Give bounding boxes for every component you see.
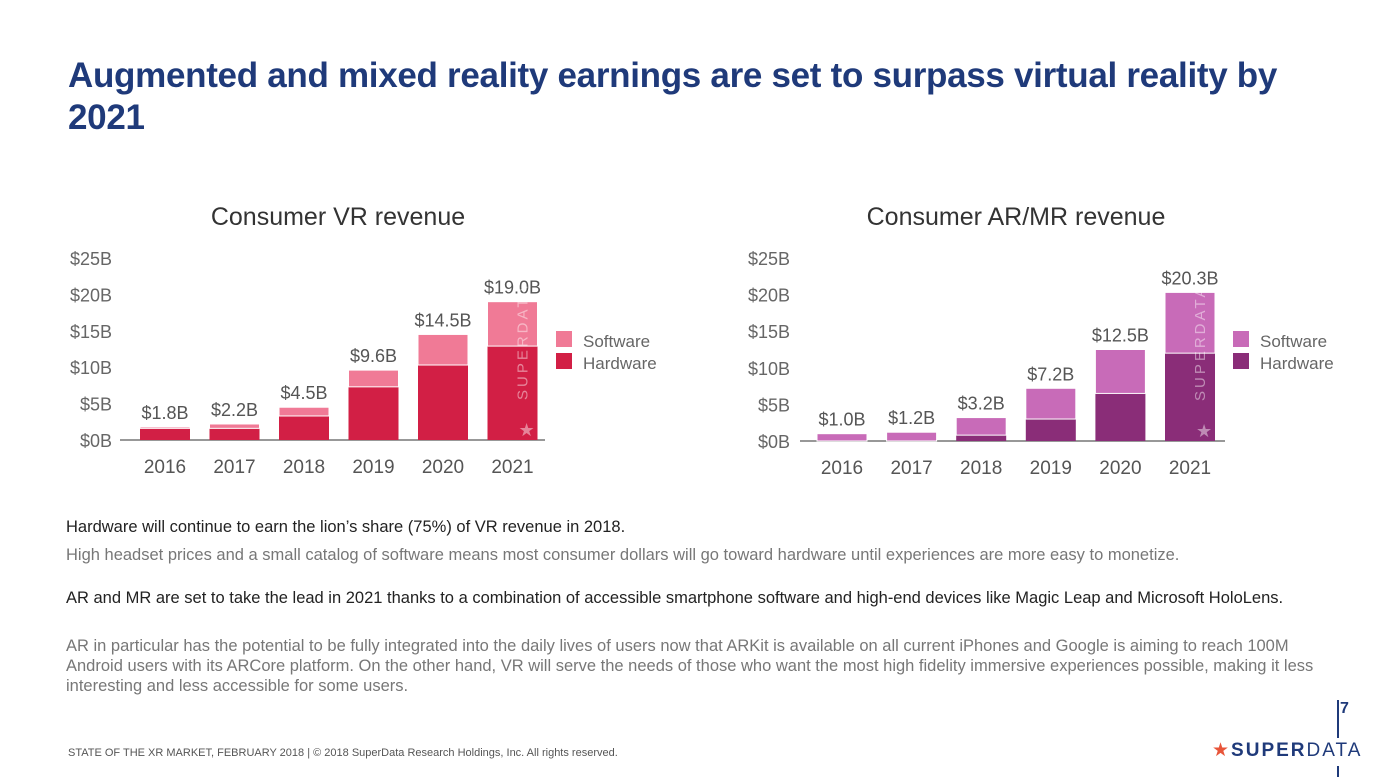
- bar-hardware: [209, 428, 260, 440]
- bar-software: [487, 301, 538, 347]
- legend-label: Software: [1260, 332, 1327, 351]
- bar-software: [1164, 291, 1216, 354]
- paragraph-2-body: AR in particular has the potential to be…: [66, 637, 1314, 695]
- page-divider-bottom: [1337, 766, 1339, 777]
- bar-software: [816, 433, 868, 442]
- data-label: $4.5B: [280, 383, 327, 403]
- bar-software: [417, 333, 469, 366]
- data-label: $9.6B: [350, 346, 397, 366]
- x-tick-label: 2021: [491, 457, 533, 478]
- bar-software: [209, 423, 260, 429]
- legend-label: Hardware: [583, 354, 657, 373]
- page-number: 7: [1340, 700, 1349, 717]
- chart-title: Consumer VR revenue: [211, 203, 465, 231]
- bar-software: [1094, 349, 1146, 394]
- x-tick-label: 2020: [1099, 458, 1141, 479]
- bar-software: [1025, 387, 1077, 420]
- y-tick-label: $5B: [758, 395, 790, 415]
- x-tick-label: 2016: [144, 457, 186, 478]
- legend-swatch-hardware: [556, 353, 572, 369]
- data-label: $19.0B: [484, 278, 541, 298]
- legend-label: Hardware: [1260, 354, 1334, 373]
- y-tick-label: $25B: [748, 249, 790, 269]
- y-tick-label: $15B: [70, 322, 112, 342]
- data-label: $1.0B: [818, 410, 865, 430]
- bar-software: [955, 417, 1007, 436]
- x-tick-label: 2018: [960, 458, 1002, 479]
- bar-software: [348, 369, 399, 388]
- x-tick-label: 2017: [213, 457, 255, 478]
- star-icon: ★: [1212, 740, 1232, 761]
- bar-hardware: [140, 428, 190, 440]
- data-label: $1.2B: [888, 408, 935, 428]
- legend-swatch-software: [1233, 331, 1249, 347]
- data-label: $7.2B: [1027, 364, 1074, 384]
- bar-hardware: [1165, 353, 1215, 441]
- x-tick-label: 2021: [1169, 458, 1211, 479]
- y-tick-label: $0B: [758, 432, 790, 452]
- data-label: $12.5B: [1092, 326, 1149, 346]
- footer: STATE OF THE XR MARKET, FEBRUARY 2018 | …: [68, 747, 618, 759]
- page-divider: [1337, 700, 1339, 738]
- watermark-star-icon: ★: [1196, 421, 1212, 441]
- paragraph-2-heading: AR and MR are set to take the lead in 20…: [66, 589, 1284, 607]
- y-tick-label: $15B: [748, 322, 790, 342]
- x-tick-label: 2020: [422, 457, 464, 478]
- charts: Consumer VR revenue $0B $5B $10B $15B $20B $25…: [70, 203, 1334, 479]
- bar-software: [278, 406, 330, 417]
- watermark: SUPERDATA: [515, 284, 532, 400]
- data-label: $2.2B: [211, 400, 258, 420]
- bar-hardware: [956, 435, 1007, 441]
- y-tick-label: $20B: [748, 286, 790, 306]
- bar-hardware: [487, 346, 538, 440]
- paragraph-1-heading: Hardware will continue to earn the lion’…: [66, 518, 626, 536]
- bar-software: [886, 431, 938, 442]
- data-label: $20.3B: [1161, 268, 1218, 288]
- watermark-star-icon: ★: [519, 420, 535, 440]
- bar-hardware: [1095, 393, 1146, 441]
- chart-title: Consumer AR/MR revenue: [867, 203, 1166, 231]
- superdata-logo: ★SUPERDATA: [1212, 740, 1363, 761]
- x-tick-label: 2018: [283, 457, 325, 478]
- paragraph-1-body: High headset prices and a small catalog …: [66, 546, 1180, 564]
- bar-software: [139, 426, 191, 429]
- x-tick-label: 2019: [1030, 458, 1072, 479]
- bar-hardware: [1025, 419, 1076, 441]
- y-tick-label: $5B: [80, 395, 112, 415]
- page-title: Augmented and mixed reality earnings are…: [68, 56, 1278, 137]
- y-tick-label: $20B: [70, 285, 112, 305]
- bar-hardware: [418, 365, 468, 440]
- bar-hardware: [279, 415, 329, 440]
- watermark: SUPERDATA: [1192, 285, 1209, 401]
- x-tick-label: 2016: [821, 458, 863, 479]
- data-label: $14.5B: [414, 310, 471, 330]
- data-label: $3.2B: [958, 394, 1005, 414]
- x-tick-label: 2017: [890, 458, 932, 479]
- y-tick-label: $0B: [80, 431, 112, 451]
- x-tick-label: 2019: [352, 457, 394, 478]
- legend-swatch-software: [556, 331, 572, 347]
- data-label: $1.8B: [141, 403, 188, 423]
- y-tick-label: $10B: [748, 359, 790, 379]
- legend-label: Software: [583, 332, 650, 351]
- y-tick-label: $10B: [70, 358, 112, 378]
- legend-swatch-hardware: [1233, 353, 1249, 369]
- y-tick-label: $25B: [70, 249, 112, 269]
- bar-hardware: [348, 386, 399, 440]
